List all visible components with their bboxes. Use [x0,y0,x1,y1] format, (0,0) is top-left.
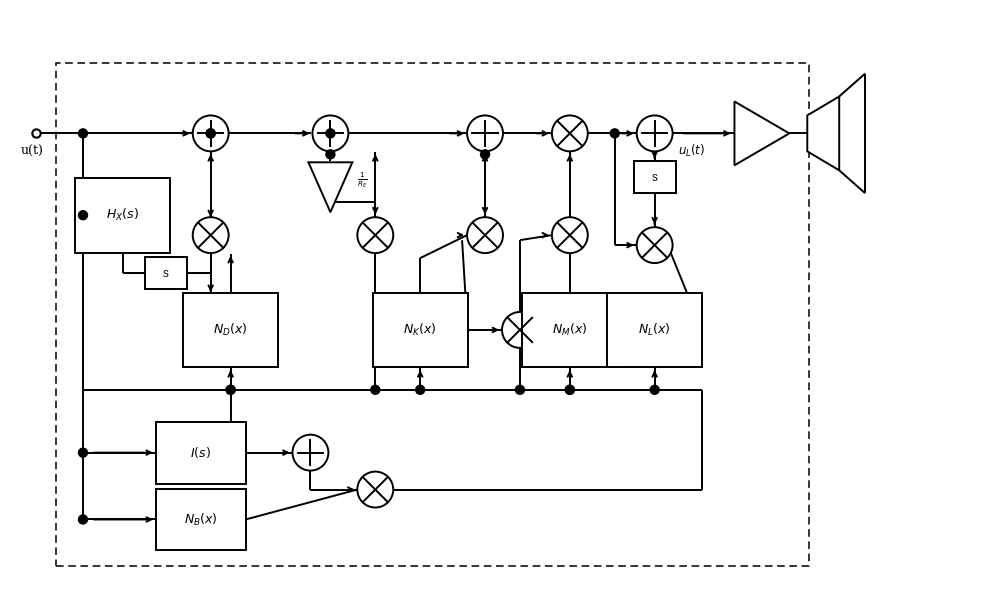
Circle shape [357,217,393,253]
Text: $\frac{1}{R_E}$: $\frac{1}{R_E}$ [357,170,368,190]
Circle shape [515,386,524,394]
Circle shape [226,386,235,394]
Polygon shape [308,162,352,212]
Text: $N_M(x)$: $N_M(x)$ [552,322,588,338]
Circle shape [637,115,673,151]
Circle shape [326,150,335,159]
Circle shape [552,115,588,151]
Bar [145,257,187,289]
Circle shape [467,115,503,151]
Circle shape [481,150,490,159]
Circle shape [637,227,673,263]
Text: $I(s)$: $I(s)$ [190,445,211,460]
Circle shape [292,435,328,471]
Circle shape [371,386,380,394]
Text: $N_L(x)$: $N_L(x)$ [638,322,671,338]
Circle shape [312,115,348,151]
Text: $N_K(x)$: $N_K(x)$ [403,322,437,338]
Circle shape [610,129,619,138]
Text: s: s [652,171,658,184]
Text: $N_B(x)$: $N_B(x)$ [184,512,218,528]
Circle shape [467,217,503,253]
Text: $N_D(x)$: $N_D(x)$ [213,322,248,338]
Text: s: s [163,267,169,280]
Bar [607,293,702,367]
Circle shape [650,386,659,394]
Polygon shape [807,96,839,170]
Bar [183,293,278,367]
Circle shape [226,386,235,394]
Text: u(t): u(t) [21,145,44,158]
Text: $H_X(s)$: $H_X(s)$ [106,207,139,223]
Circle shape [78,448,87,457]
Circle shape [502,312,538,348]
Bar [522,293,617,367]
Circle shape [206,129,215,138]
Circle shape [565,386,574,394]
Circle shape [326,129,335,138]
Circle shape [552,217,588,253]
Circle shape [193,217,229,253]
Circle shape [193,115,229,151]
Bar [75,178,170,253]
Bar [56,62,809,566]
Bar [634,161,676,193]
Circle shape [78,129,87,138]
Circle shape [78,515,87,524]
Circle shape [206,129,215,138]
Bar [156,488,246,550]
Circle shape [565,386,574,394]
Circle shape [357,472,393,508]
Circle shape [416,386,425,394]
Bar [373,293,468,367]
Circle shape [78,211,87,220]
Polygon shape [734,102,789,165]
Bar [156,422,246,484]
Text: $u_L(t)$: $u_L(t)$ [678,143,705,159]
